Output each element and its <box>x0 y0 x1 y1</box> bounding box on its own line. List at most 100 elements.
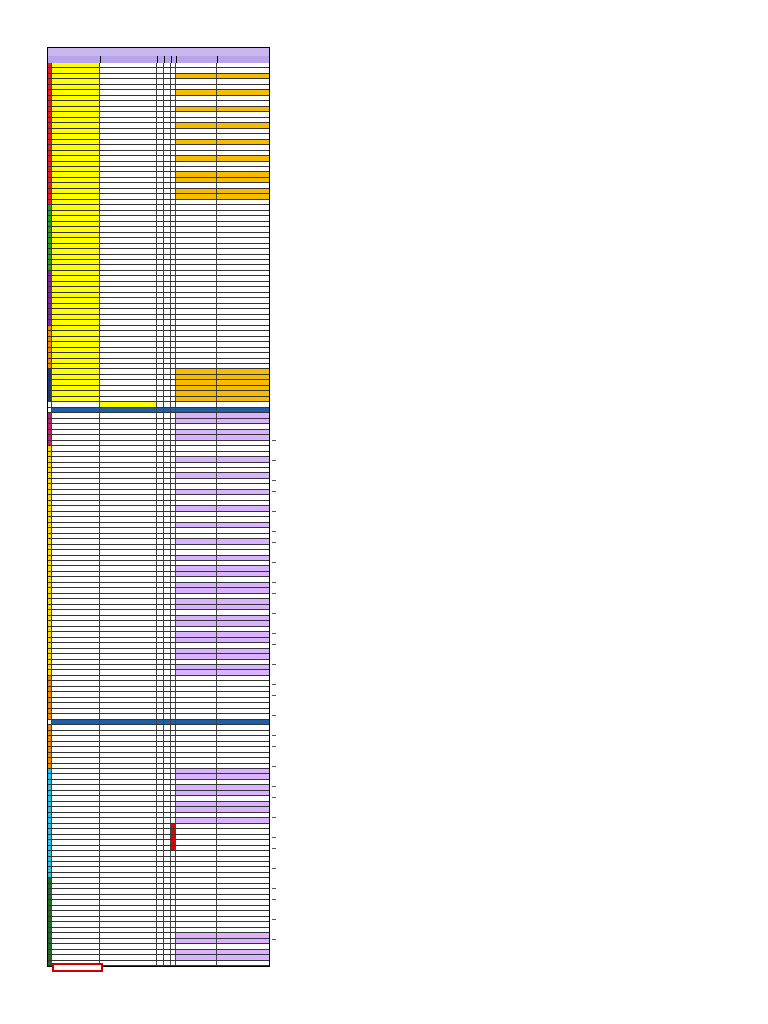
table-cell <box>48 599 52 604</box>
table-row <box>48 221 269 228</box>
table-cell <box>157 604 164 610</box>
table-cell <box>171 145 176 150</box>
table-cell <box>176 429 217 435</box>
table-cell <box>171 566 176 571</box>
table-cell <box>164 626 171 632</box>
table-cell <box>157 867 164 872</box>
table-cell <box>171 156 176 161</box>
table-cell <box>176 544 217 550</box>
table-cell <box>171 862 176 867</box>
table-cell <box>171 385 176 391</box>
table-cell <box>52 199 100 205</box>
table-cell <box>48 752 52 758</box>
table-cell <box>157 117 164 123</box>
table-cell <box>157 763 164 768</box>
table-cell <box>157 862 164 867</box>
table-cell <box>164 489 171 495</box>
table-cell <box>100 68 157 73</box>
table-cell <box>100 747 157 752</box>
table-cell <box>157 254 164 260</box>
table-cell <box>176 156 217 161</box>
table-cell <box>157 238 164 243</box>
table-cell <box>164 265 171 270</box>
table-cell <box>164 845 171 851</box>
table-cell <box>157 566 164 571</box>
table-row <box>48 298 269 304</box>
table-cell <box>157 522 164 528</box>
table-cell <box>52 473 100 478</box>
table-cell <box>171 905 176 911</box>
table-cell <box>100 938 157 944</box>
table-row <box>48 358 269 364</box>
table-cell <box>217 900 269 905</box>
table-cell <box>171 517 176 522</box>
table-cell <box>52 358 100 363</box>
table-cell <box>217 801 269 807</box>
table-cell <box>176 533 217 539</box>
table-cell <box>48 851 52 856</box>
table-cell <box>176 763 217 768</box>
table-cell <box>157 829 164 834</box>
table-cell <box>164 889 171 894</box>
table-cell <box>171 938 176 944</box>
table-cell <box>217 424 269 429</box>
table-cell <box>157 796 164 801</box>
edge-marker <box>272 817 276 818</box>
table-cell <box>100 823 157 829</box>
edge-marker <box>272 613 276 614</box>
table-row <box>48 117 269 124</box>
table-row <box>48 862 269 868</box>
table-cell <box>171 402 176 407</box>
table-cell <box>100 900 157 905</box>
table-row <box>48 106 269 113</box>
table-cell <box>176 292 217 298</box>
table-cell <box>157 292 164 298</box>
table-cell <box>52 347 100 353</box>
table-cell <box>48 276 52 281</box>
table-cell <box>157 413 164 418</box>
table-row <box>48 818 269 824</box>
table-cell <box>100 265 157 270</box>
table-cell <box>176 927 217 933</box>
table-row <box>48 550 269 556</box>
table-row <box>48 385 269 392</box>
table-cell <box>164 785 171 790</box>
table-cell <box>100 927 157 933</box>
table-cell <box>176 872 217 878</box>
table-cell <box>100 615 157 621</box>
table-cell <box>52 314 100 320</box>
table-cell <box>48 659 52 664</box>
table-cell <box>171 331 176 336</box>
table-cell <box>171 435 176 440</box>
table-cell <box>100 741 157 747</box>
table-cell <box>176 894 217 900</box>
table-cell <box>100 84 157 90</box>
table-cell <box>48 112 52 117</box>
edge-marker <box>272 582 276 583</box>
table-cell <box>164 632 171 637</box>
table-cell <box>176 238 217 243</box>
table-cell <box>217 292 269 298</box>
table-row <box>48 714 269 720</box>
table-cell <box>176 418 217 424</box>
table-cell <box>52 145 100 150</box>
table-row <box>48 752 269 759</box>
table-cell <box>157 84 164 90</box>
table-cell <box>48 473 52 478</box>
table-cell <box>217 500 269 506</box>
table-cell <box>48 834 52 840</box>
table-row <box>48 632 269 638</box>
table-cell <box>52 478 100 484</box>
table-cell <box>48 714 52 719</box>
table-cell <box>164 681 171 686</box>
table-cell <box>171 457 176 462</box>
table-cell <box>100 95 157 101</box>
table-cell <box>176 303 217 309</box>
table-cell <box>52 90 100 95</box>
table-row <box>48 675 269 682</box>
table-cell <box>217 779 269 785</box>
table-row <box>48 758 269 764</box>
table-cell <box>176 446 217 451</box>
table-row <box>48 796 269 802</box>
table-cell <box>100 145 157 150</box>
